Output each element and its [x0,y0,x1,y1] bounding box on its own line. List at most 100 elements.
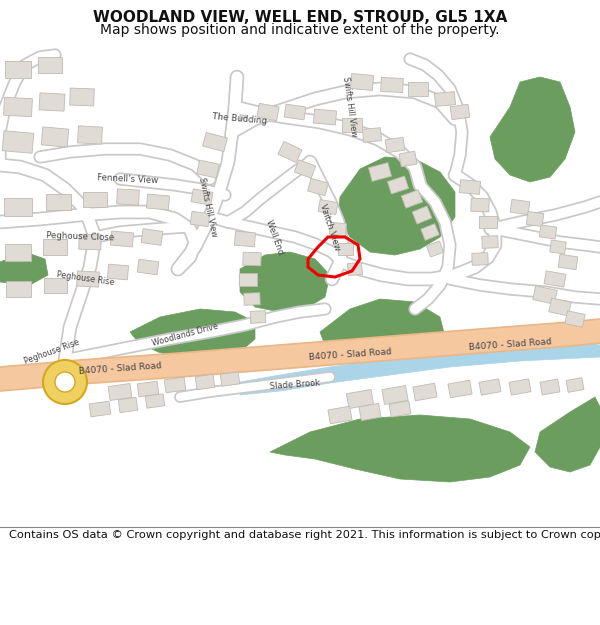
Bar [313,109,337,125]
Bar [342,118,362,132]
Polygon shape [240,342,600,395]
Bar [450,104,470,120]
Bar [39,93,65,111]
Bar [118,398,138,412]
Polygon shape [338,157,455,255]
Text: Peghouse Close: Peghouse Close [46,231,114,242]
Bar [137,259,159,275]
Text: Contains OS data © Crown copyright and database right 2021. This information is : Contains OS data © Crown copyright and d… [9,530,600,540]
Text: Fennell's View: Fennell's View [97,173,159,185]
Circle shape [55,372,75,392]
Bar [533,286,557,304]
Bar [412,206,432,224]
Bar [191,189,213,205]
Text: Peghouse Rise: Peghouse Rise [23,338,81,366]
Bar [388,176,409,194]
Bar [79,234,101,250]
Bar [479,216,497,228]
Bar [565,311,585,328]
Bar [220,372,240,386]
Bar [83,191,107,206]
Polygon shape [270,415,530,482]
Bar [239,272,257,286]
Bar [329,222,346,236]
Bar [2,131,34,153]
Bar [195,374,215,390]
Text: B4070 - Slad Road: B4070 - Slad Road [468,338,552,352]
Bar [471,198,489,212]
Bar [145,394,165,408]
Bar [46,194,71,210]
Bar [558,254,578,270]
Bar [295,160,316,178]
Text: Peghouse Rise: Peghouse Rise [56,271,115,288]
Bar [408,82,428,96]
Bar [550,240,566,254]
Polygon shape [0,252,48,285]
Bar [510,199,530,215]
Bar [472,253,488,265]
Polygon shape [535,397,600,472]
Text: Well End: Well End [265,218,286,256]
Polygon shape [130,309,255,359]
Bar [77,126,103,144]
Bar [399,151,417,167]
Bar [257,103,279,121]
Bar [244,292,260,305]
Polygon shape [320,299,445,367]
Bar [401,190,422,208]
Bar [146,194,170,210]
Bar [197,160,219,178]
Bar [203,132,227,152]
Bar [544,271,566,287]
Bar [70,88,94,106]
Text: Map shows position and indicative extent of the property.: Map shows position and indicative extent… [100,22,500,37]
Bar [107,264,128,280]
Bar [509,379,531,395]
Text: Vaitch View: Vaitch View [318,202,342,251]
Bar [427,241,443,257]
Text: The Budding: The Budding [212,112,268,126]
Bar [77,271,100,287]
Bar [448,380,472,398]
Text: Slade Brook: Slade Brook [269,379,320,391]
Text: WOODLAND VIEW, WELL END, STROUD, GL5 1XA: WOODLAND VIEW, WELL END, STROUD, GL5 1XA [93,11,507,26]
Bar [137,381,159,397]
Bar [5,281,31,297]
Bar [479,379,501,395]
Bar [235,231,256,247]
Bar [540,379,560,395]
Text: Swifts Hill View: Swifts Hill View [341,76,359,138]
Bar [278,141,302,162]
Bar [549,298,571,316]
Bar [368,162,391,181]
Bar [5,61,31,78]
Bar [5,244,31,261]
Bar [250,311,266,323]
Bar [413,383,437,401]
Circle shape [43,360,87,404]
Bar [141,229,163,246]
Bar [38,57,62,73]
Bar [337,243,353,255]
Bar [362,127,382,142]
Bar [359,403,381,421]
Bar [382,386,408,404]
Bar [434,92,455,106]
Bar [108,384,132,401]
Bar [318,199,338,214]
Bar [164,377,186,393]
Bar [44,278,67,292]
Bar [41,127,69,147]
Bar [116,189,139,205]
Bar [43,239,67,255]
Bar [482,236,498,248]
Bar [4,98,32,117]
Bar [350,74,374,91]
Bar [460,179,481,194]
Bar [566,378,584,392]
Bar [389,401,411,417]
Bar [308,178,328,196]
Bar [89,401,111,417]
Bar [421,224,439,241]
